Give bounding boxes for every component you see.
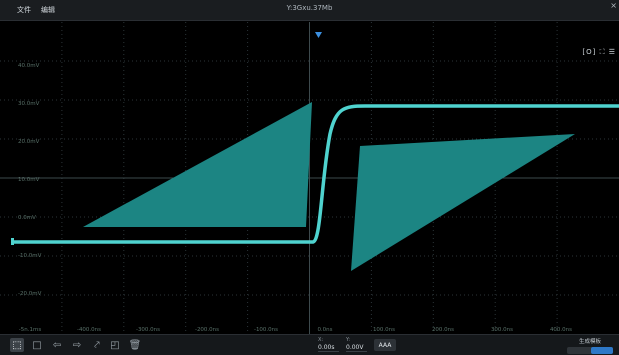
scope-display[interactable]: 40.0mV 30.0mV 20.0mV 10.0mV 0.0mV -10.0mV -20.… (0, 22, 619, 334)
x-axis-labels: -5n.1ms -400.0ns -300.0ns -200.0ns -100.0ns 0… (19, 327, 572, 333)
y-readout-label: Y: (346, 337, 351, 343)
bottom-toolbar: ⬚ □ ⇦ ⇨ ⤤ ◰ 🗑 X: 0.00s Y: 0.00V AAA 生成模板 (0, 334, 619, 355)
menu-file[interactable]: 文件 (17, 6, 31, 14)
y-tick-label: -10.0mV (18, 253, 42, 259)
y-tick-label: 0.0mV (18, 215, 36, 221)
crop-icon[interactable]: ◰ (110, 339, 120, 351)
template-toggle[interactable]: 生成模板 (567, 337, 613, 354)
display-mode-icons[interactable]: [O] ⛶ ☰ (582, 48, 616, 56)
y-axis-labels: 40.0mV 30.0mV 20.0mV 10.0mV 0.0mV -10.0mV -20.… (18, 63, 42, 297)
window-title: Y:3Gxu.37Mb (286, 4, 333, 12)
rectangle-icon[interactable]: □ (32, 339, 42, 351)
x-tick-label: -5n.1ms (19, 327, 42, 333)
magic-wand-icon[interactable]: ⤤ (94, 339, 100, 351)
x-tick-label: -200.0ns (195, 327, 219, 333)
redo-icon[interactable]: ⇨ (72, 339, 82, 351)
x-readout-label: X: (318, 337, 324, 343)
auto-button[interactable]: AAA (374, 339, 396, 351)
trash-icon[interactable]: 🗑 (128, 339, 142, 351)
y-readout-value[interactable]: 0.00V (346, 344, 368, 352)
y-tick-label: 10.0mV (18, 177, 40, 183)
waveform-canvas: 40.0mV 30.0mV 20.0mV 10.0mV 0.0mV -10.0mV -20.… (0, 22, 619, 334)
x-tick-label: -400.0ns (77, 327, 101, 333)
x-tick-label: 200.0ns (432, 327, 454, 333)
x-readout-value[interactable]: 0.00s (318, 344, 339, 352)
y-tick-label: -20.0mV (18, 291, 42, 297)
x-tick-label: 100.0ns (373, 327, 395, 333)
y-tick-label: 40.0mV (18, 63, 40, 69)
y-tick-label: 20.0mV (18, 139, 40, 145)
x-tick-label: 400.0ns (550, 327, 572, 333)
mask-region-left[interactable] (83, 102, 312, 227)
waveform-trace (14, 104, 619, 244)
close-icon[interactable]: × (610, 1, 617, 10)
mask-region-right[interactable] (351, 134, 575, 271)
x-tick-label: 300.0ns (491, 327, 513, 333)
x-tick-label: 0.0ns (317, 327, 332, 333)
title-bar: 文件 编辑 Y:3Gxu.37Mb × (0, 0, 619, 21)
x-readout: X: 0.00s (318, 337, 339, 352)
x-tick-label: -100.0ns (254, 327, 278, 333)
x-tick-label: -300.0ns (136, 327, 160, 333)
menu-edit[interactable]: 编辑 (41, 6, 55, 14)
undo-icon[interactable]: ⇦ (52, 339, 62, 351)
y-tick-label: 30.0mV (18, 101, 40, 107)
trigger-marker[interactable] (315, 32, 322, 38)
toggle-knob[interactable] (591, 347, 613, 354)
select-tool-icon[interactable]: ⬚ (10, 338, 24, 352)
toggle-label: 生成模板 (578, 339, 601, 345)
y-readout: Y: 0.00V (346, 337, 368, 352)
channel-level-marker[interactable] (11, 238, 14, 245)
toggle-switch[interactable] (567, 347, 613, 354)
